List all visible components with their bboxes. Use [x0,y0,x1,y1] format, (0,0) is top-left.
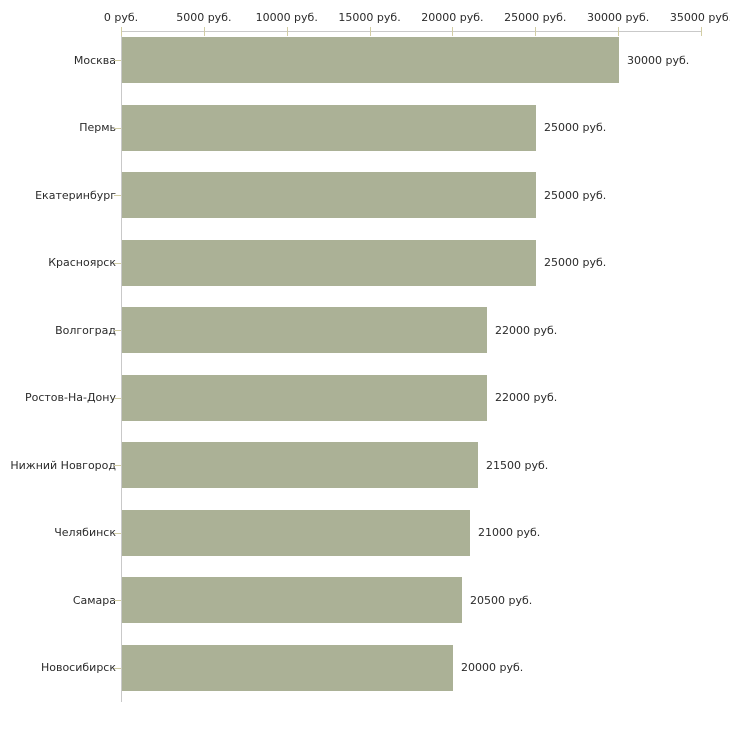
bar-Ростов-На-Дону [122,374,487,421]
y-axis-line [121,31,122,702]
x-axis-line [121,31,702,32]
x-tick-mark [701,27,702,36]
x-tick-mark [535,27,537,36]
x-tick-label: 0 руб. [103,11,139,24]
value-label: 21000 руб. [478,526,541,539]
category-tick-mark [114,195,121,196]
x-tick-label: 35000 руб. [669,11,730,24]
bar-Челябинск [122,509,470,556]
x-tick-mark [452,27,454,36]
x-tick-mark [618,27,620,36]
category-tick-mark [114,533,121,534]
bar-Красноярск [122,239,536,286]
category-label: Нижний Новгород [10,458,116,472]
x-tick-mark [286,27,288,36]
category-label: Волгоград [55,323,116,337]
value-label: 20500 руб. [470,593,533,607]
bar-Волгоград [122,307,487,353]
category-tick-mark [114,128,121,129]
bar-Самара [122,577,462,623]
category-label: Ростов-На-Дону [24,391,116,404]
x-tick-label: 30000 руб. [587,11,650,24]
value-label: 21500 руб. [486,458,549,472]
category-tick-mark [114,330,121,331]
x-tick-label: 15000 руб. [338,11,401,24]
category-label: Самара [72,593,116,607]
x-tick-label: 20000 руб. [421,11,484,24]
value-label: 22000 руб. [495,323,558,337]
category-tick-mark [114,668,121,669]
category-tick-mark [114,60,121,61]
category-label: Москва [73,53,116,67]
category-label: Екатеринбург [35,188,116,202]
value-label: 25000 руб. [544,188,607,202]
category-label: Новосибирск [40,661,116,674]
value-label: 25000 руб. [544,121,607,134]
category-tick-mark [114,465,121,466]
category-label: Челябинск [54,526,116,539]
x-tick-mark [369,27,371,36]
category-label: Пермь [79,121,116,134]
x-tick-mark [203,27,205,36]
x-tick-label: 10000 руб. [255,11,318,24]
category-tick-mark [114,398,121,399]
bar-Москва [122,37,619,83]
bar-Екатеринбург [122,172,536,218]
bar-Пермь [122,104,536,151]
bar-Нижний Новгород [122,442,478,488]
value-label: 25000 руб. [544,256,607,269]
category-tick-mark [114,600,121,601]
x-tick-label: 5000 руб. [176,11,232,24]
bar-Новосибирск [122,644,453,691]
x-tick-label: 25000 руб. [504,11,567,24]
value-label: 20000 руб. [461,661,524,674]
category-tick-mark [114,263,121,264]
category-label: Красноярск [48,256,116,269]
value-label: 22000 руб. [495,391,558,404]
value-label: 30000 руб. [627,53,690,67]
x-tick-mark [121,27,122,36]
